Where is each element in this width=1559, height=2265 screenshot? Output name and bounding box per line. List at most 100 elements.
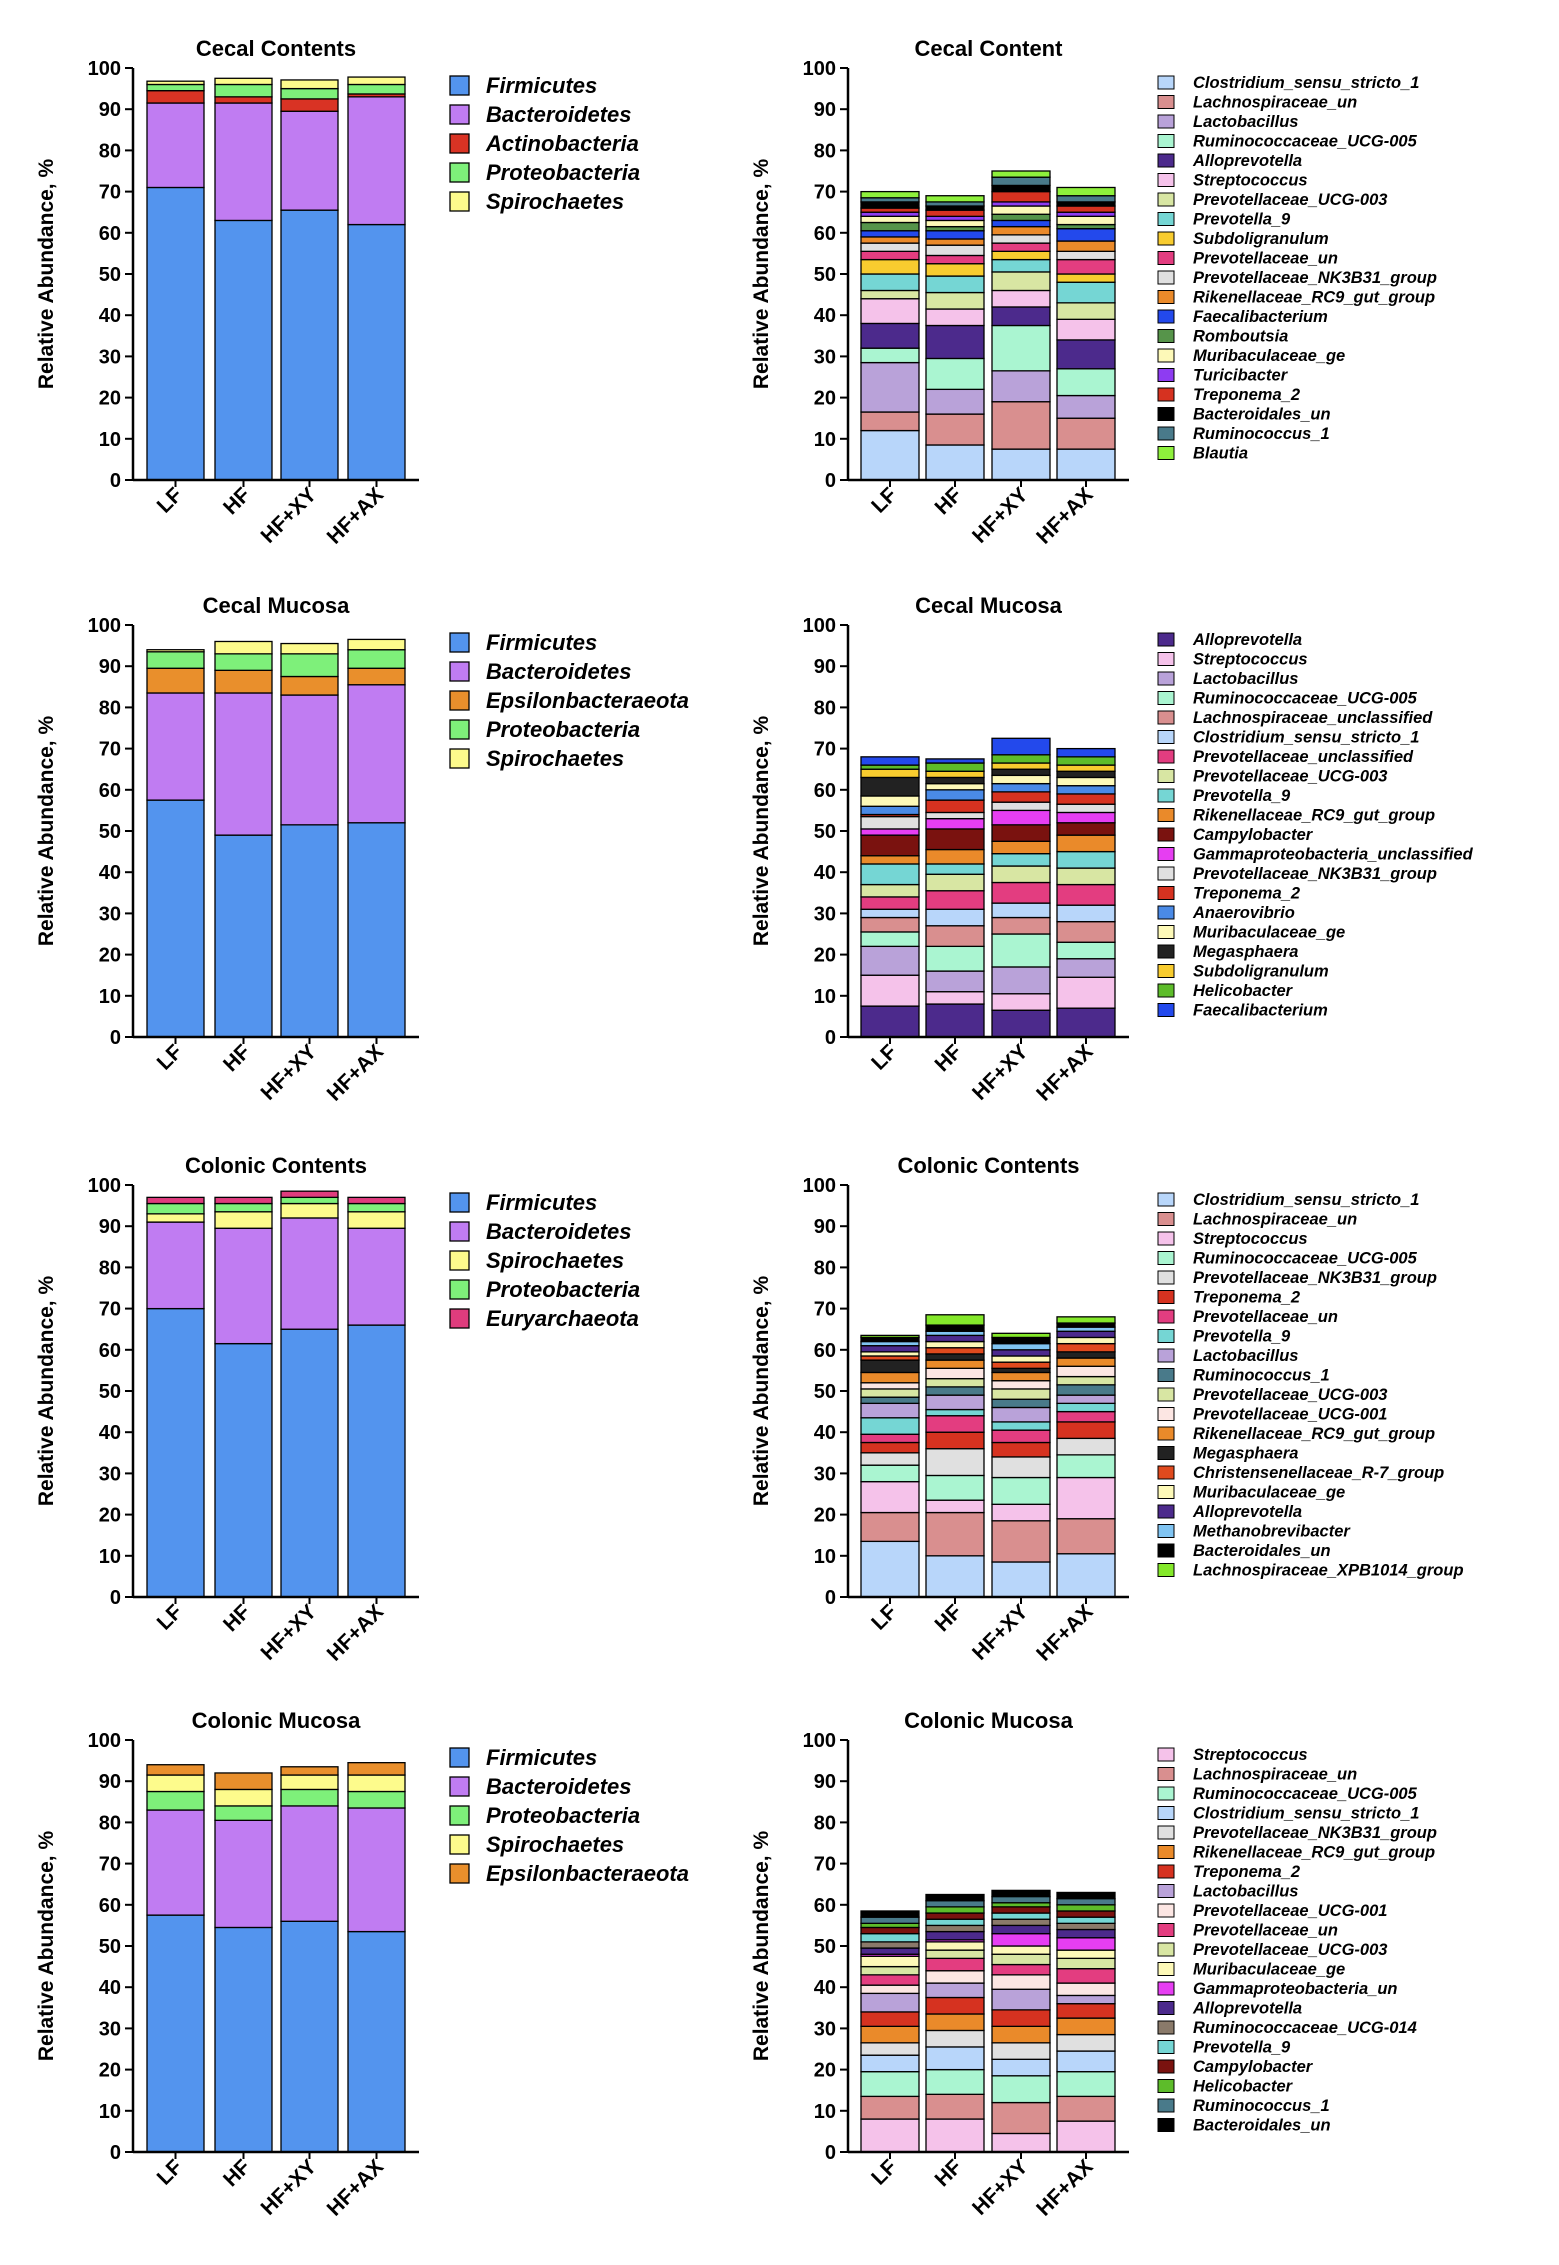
- bar-segment: [860, 863, 920, 886]
- legend-label: Lactobacillus: [1193, 670, 1298, 688]
- y-tick-label: 70: [99, 1854, 121, 1876]
- bar-segment: [1056, 1922, 1116, 1931]
- legend-swatch: [449, 661, 470, 682]
- bar-segment: [991, 190, 1051, 203]
- bar-segment: [860, 1965, 920, 1976]
- legend-swatch: [1157, 710, 1175, 725]
- legend-label: Bacteroidetes: [486, 1774, 632, 1799]
- y-tick-label: 40: [814, 1977, 836, 1999]
- bar-segment: [214, 834, 273, 1038]
- legend-label: Prevotellaceae_un: [1193, 1922, 1338, 1940]
- bar-segment: [1056, 756, 1116, 766]
- bar-segment: [1056, 205, 1116, 213]
- legend-swatch: [1157, 847, 1175, 861]
- bar-segment: [991, 2025, 1051, 2044]
- bar-segment: [991, 840, 1051, 855]
- y-tick-label: 30: [99, 2018, 121, 2040]
- bar-segment: [991, 1406, 1051, 1423]
- bar-segment: [991, 1945, 1051, 1955]
- y-tick-label: 40: [99, 305, 121, 327]
- bar-segment: [860, 230, 920, 238]
- bar-segment: [860, 2025, 920, 2044]
- bar-segment: [925, 291, 985, 310]
- bar-segment: [925, 2029, 985, 2048]
- bar-segment: [860, 1974, 920, 1986]
- bar-segment: [347, 223, 406, 481]
- y-tick-label: 30: [814, 903, 836, 925]
- bar-segment: [991, 1906, 1051, 1914]
- bar-segment: [1056, 1910, 1116, 1918]
- legend-label: Bacteroidetes: [486, 659, 632, 684]
- chart-title: Colonic Mucosa: [192, 1708, 361, 1733]
- bar-segment: [925, 1408, 985, 1417]
- legend-label: Spirochaetes: [486, 189, 624, 214]
- bar-segment: [860, 931, 920, 948]
- chart-title: Cecal Mucosa: [915, 593, 1062, 618]
- y-tick-label: 0: [825, 470, 836, 492]
- bar-segment: [860, 1916, 920, 1924]
- bar-segment: [925, 873, 985, 892]
- bar-segment: [925, 945, 985, 972]
- bar-segment: [925, 1431, 985, 1450]
- bar-segment: [860, 1511, 920, 1543]
- legend-swatch: [1157, 134, 1175, 148]
- legend-swatch: [1157, 1387, 1175, 1402]
- legend: Firmicutes Bacteroidetes Spirochaetes Prote…: [449, 1190, 640, 1331]
- legend: Firmicutes Bacteroidetes Epsilonbacteraeot…: [449, 630, 689, 771]
- bar-segment: [991, 1380, 1051, 1390]
- bar-segment: [991, 1336, 1051, 1345]
- y-tick-label: 0: [110, 1587, 121, 1609]
- legend-label: Campylobacter: [1193, 2058, 1314, 2076]
- legend-swatch: [1157, 1563, 1175, 1577]
- bar-segment: [1056, 368, 1116, 397]
- bar-segment: [925, 275, 985, 294]
- legend-label: Ruminococcaceae_UCG-005: [1193, 1250, 1418, 1268]
- bar-segment: [860, 1005, 920, 1038]
- bar-segment: [991, 1009, 1051, 1038]
- bar-segment: [860, 1955, 920, 1968]
- legend-swatch: [1157, 1903, 1175, 1918]
- bar-segment: [146, 83, 205, 92]
- x-tick-label: HF+AX: [1032, 1040, 1097, 1105]
- bar-segment: [925, 1415, 985, 1433]
- bar-segment: [991, 258, 1051, 273]
- bar-segment: [280, 98, 339, 112]
- bar-segment: [860, 855, 920, 865]
- bar-segment: [860, 1464, 920, 1483]
- legend-swatch: [449, 1834, 470, 1855]
- bar-segment: [1056, 1437, 1116, 1456]
- bar-segment: [146, 80, 205, 86]
- legend-label: Prevotellaceae_unclassified: [1193, 748, 1414, 766]
- bar-segment: [991, 401, 1051, 450]
- bar-segment: [991, 1924, 1051, 1935]
- legend-swatch: [449, 690, 470, 711]
- bar-segment: [1056, 186, 1116, 197]
- legend-swatch: [449, 1250, 470, 1271]
- bar-segment: [925, 1893, 985, 1902]
- y-tick-label: 100: [803, 1730, 836, 1752]
- bar-segment: [1056, 394, 1116, 419]
- legend-swatch: [449, 1805, 470, 1826]
- bar-segment: [860, 221, 920, 232]
- x-tick-label: HF+XY: [256, 1600, 321, 1665]
- y-tick-label: 80: [99, 1812, 121, 1834]
- bar-segment: [925, 1957, 985, 1972]
- legend-swatch: [1157, 231, 1175, 246]
- bar-segment: [925, 1474, 985, 1501]
- legend-label: Prevotellaceae_UCG-003: [1193, 1941, 1387, 1959]
- legend-label: Turicibacter: [1193, 367, 1289, 385]
- x-tick-label: LF: [153, 1040, 188, 1075]
- legend-label: Ruminococcaceae_UCG-014: [1193, 2019, 1417, 2037]
- y-tick-label: 20: [814, 945, 836, 967]
- y-tick-label: 100: [88, 1730, 121, 1752]
- bar-segment: [214, 1342, 273, 1598]
- bar-segment: [860, 1910, 920, 1918]
- bar-segment: [925, 444, 985, 481]
- legend-label: Bacteroidales_un: [1193, 1542, 1331, 1560]
- legend-swatch: [1157, 632, 1175, 647]
- x-tick-label: HF+XY: [256, 483, 321, 548]
- y-tick-label: 10: [814, 1546, 836, 1568]
- bar-segment: [214, 640, 273, 655]
